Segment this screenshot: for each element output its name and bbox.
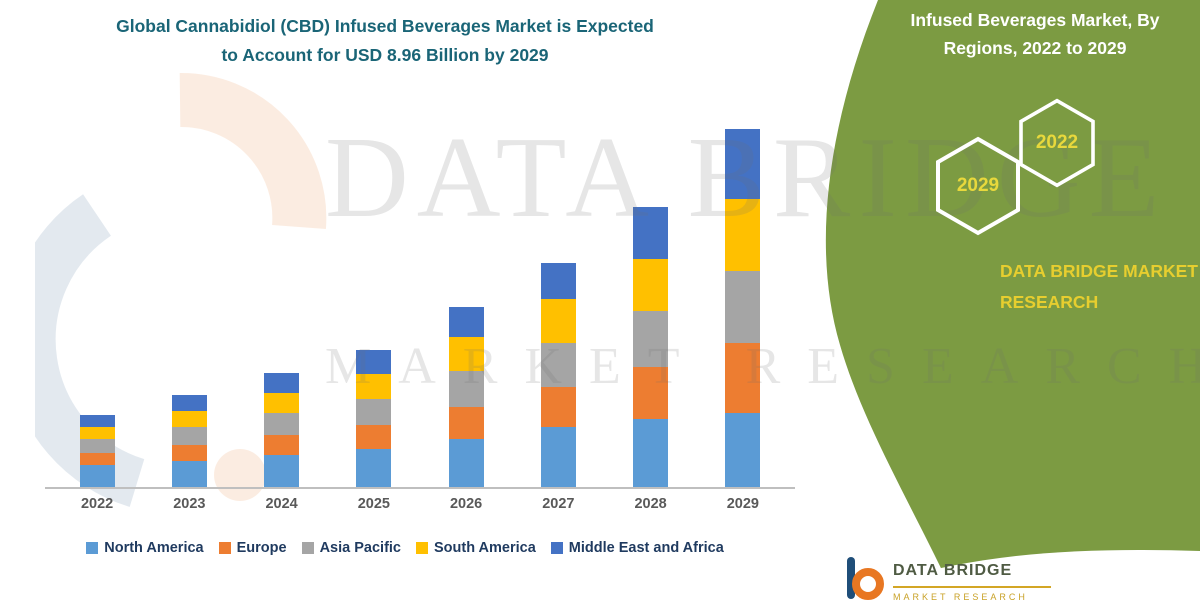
- bar-segment: [171, 395, 207, 412]
- bar-segment: [171, 445, 207, 462]
- legend-item: North America: [86, 540, 204, 556]
- bar-segment: [264, 373, 300, 394]
- x-axis-label: 2028: [634, 496, 667, 512]
- bar-segment: [633, 311, 669, 368]
- bar-segment: [725, 129, 761, 200]
- bar-segment: [540, 299, 576, 344]
- legend-swatch-icon: [86, 542, 99, 554]
- bar-segment: [448, 307, 484, 338]
- footer-logo: DATA BRIDGE MARKET RESEARCH: [845, 556, 1051, 602]
- bar-column-2023: [171, 395, 207, 487]
- x-axis-label: 2025: [357, 496, 390, 512]
- panel-heading-line2: Regions, 2022 to 2029: [943, 38, 1127, 58]
- bar-segment: [633, 207, 669, 260]
- x-axis-label: 2022: [80, 496, 114, 512]
- legend-swatch-icon: [301, 542, 314, 554]
- bar-segment: [725, 343, 761, 414]
- x-axis-label: 2023: [173, 496, 206, 512]
- legend-swatch-icon: [550, 542, 563, 554]
- bar-segment: [540, 427, 576, 487]
- hexagon-outline-icon: [936, 136, 1020, 236]
- bar-segment: [725, 199, 761, 272]
- legend-item: South America: [416, 540, 536, 556]
- bar-segment: [79, 415, 115, 428]
- bar-column-2026: [448, 307, 484, 487]
- bar-segment: [171, 411, 207, 428]
- bar-segment: [356, 399, 392, 426]
- bar-segment: [264, 413, 300, 436]
- panel-brand-text: DATA BRIDGE MARKET RESEARCH: [1000, 256, 1198, 317]
- plot-area: [45, 113, 795, 489]
- x-axis-label: 2024: [265, 496, 298, 512]
- legend-label: North America: [104, 540, 204, 556]
- hexagon-2029: 2029: [926, 136, 1030, 236]
- x-axis-label: 2029: [726, 496, 759, 512]
- legend-item: Europe: [218, 540, 287, 556]
- chart-title-line1: Global Cannabidiol (CBD) Infused Beverag…: [116, 16, 654, 36]
- panel-brand-line1: DATA BRIDGE MARKET: [1000, 261, 1198, 281]
- hexagon-2022-year: 2022: [1035, 132, 1079, 153]
- bar-segment: [171, 461, 207, 487]
- legend-label: Middle East and Africa: [568, 540, 724, 556]
- bar-segment: [79, 453, 115, 466]
- bar-segment: [633, 259, 669, 312]
- footer-gold-rule: [893, 586, 1051, 588]
- chart-legend: North America Europe Asia Pacific South Ame…: [30, 540, 780, 556]
- x-axis-label: 2026: [449, 496, 483, 512]
- bar-segment: [79, 427, 115, 440]
- bar-segment: [725, 413, 761, 487]
- bar-segment: [540, 263, 576, 300]
- bar-segment: [264, 435, 300, 456]
- data-bridge-logo-icon: [847, 557, 884, 600]
- legend-label: Asia Pacific: [319, 540, 401, 556]
- footer-logo-text: DATA BRIDGE MARKET RESEARCH: [893, 562, 1051, 602]
- bar-segment: [540, 387, 576, 428]
- bar-column-2024: [264, 373, 300, 487]
- x-axis-labels: 2022 2023 2024 2025 2026 2027 2028 2029: [45, 496, 795, 512]
- chart-title: Global Cannabidiol (CBD) Infused Beverag…: [30, 12, 740, 70]
- hexagon-outline-icon: [1019, 98, 1095, 188]
- bar-segment: [448, 407, 484, 440]
- legend-item: Asia Pacific: [301, 540, 401, 556]
- bar-segment: [171, 427, 207, 446]
- legend-label: Europe: [236, 540, 287, 556]
- bar-segment: [633, 367, 669, 420]
- bar-column-2025: [356, 350, 392, 487]
- bar-segment: [264, 393, 300, 414]
- bar-column-2027: [540, 263, 576, 487]
- hexagon-2029-year: 2029: [956, 175, 1000, 196]
- bar-segment: [448, 439, 484, 487]
- bar-segment: [356, 449, 392, 487]
- panel-brand-line2: RESEARCH: [1000, 291, 1099, 312]
- bar-segment: [356, 350, 392, 375]
- bar-segment: [356, 425, 392, 450]
- legend-swatch-icon: [416, 542, 428, 554]
- panel-heading: Infused Beverages Market, By Regions, 20…: [880, 6, 1190, 62]
- bar-segment: [79, 439, 115, 454]
- bar-segment: [264, 455, 300, 487]
- panel-heading-line1: Infused Beverages Market, By: [910, 10, 1160, 30]
- x-axis-label: 2027: [542, 496, 575, 512]
- bar-segment: [633, 419, 669, 487]
- footer-sub-brand: MARKET RESEARCH: [893, 592, 1028, 602]
- chart-title-line2: to Account for USD 8.96 Billion by 2029: [221, 44, 549, 65]
- hexagon-2022: 2022: [1010, 98, 1104, 188]
- bar-segment: [448, 337, 484, 372]
- bar-segment: [448, 371, 484, 408]
- legend-swatch-icon: [218, 542, 231, 554]
- legend-label: South America: [434, 540, 536, 556]
- bar-column-2022: [79, 415, 115, 487]
- footer-brand-name: DATA BRIDGE: [893, 562, 1013, 579]
- bar-segment: [725, 271, 761, 344]
- stacked-bar-chart: 2022 2023 2024 2025 2026 2027 2028 2029: [45, 113, 795, 512]
- bar-segment: [79, 465, 115, 487]
- legend-item: Middle East and Africa: [550, 540, 724, 556]
- bar-segment: [540, 343, 576, 388]
- bar-segment: [356, 374, 392, 400]
- bar-column-2029: [725, 129, 761, 487]
- bar-column-2028: [633, 207, 669, 487]
